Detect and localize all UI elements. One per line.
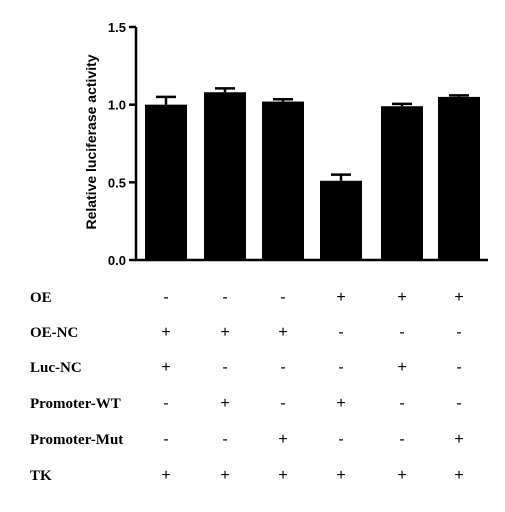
plus-mark: + [336, 395, 346, 412]
plus-mark: + [161, 324, 171, 341]
minus-mark: - [338, 324, 344, 341]
condition-label: TK [30, 468, 52, 484]
bar [320, 180, 362, 260]
condition-label: OE [30, 290, 52, 306]
plus-mark: + [278, 324, 288, 341]
y-tick-label: 1.5 [108, 20, 126, 35]
minus-mark: - [222, 289, 228, 306]
condition-row: OE-NC + + + - - - [0, 321, 505, 345]
minus-mark: - [222, 431, 228, 448]
y-tick-label: 0.5 [108, 175, 126, 190]
condition-label: Promoter-WT [30, 396, 121, 412]
minus-mark: - [280, 395, 286, 412]
plus-mark: + [278, 431, 288, 448]
bar [204, 92, 246, 261]
minus-mark: - [338, 359, 344, 376]
condition-label: OE-NC [30, 325, 79, 341]
bar [438, 96, 480, 261]
plus-mark: + [454, 467, 464, 484]
condition-label: Promoter-Mut [30, 432, 124, 448]
condition-table: OE - - - + + + OE-NC + + + - - - Luc-NC + - - - + - Promoter-… [0, 278, 505, 508]
plus-mark: + [454, 289, 464, 306]
condition-label: Luc-NC [30, 360, 82, 376]
plus-mark: + [220, 324, 230, 341]
condition-row: OE - - - + + + [0, 286, 505, 310]
minus-mark: - [456, 359, 462, 376]
condition-row: TK + + + + + + [0, 464, 505, 488]
bar [381, 106, 423, 260]
plus-mark: + [336, 467, 346, 484]
error-bars [156, 87, 469, 181]
minus-mark: - [280, 359, 286, 376]
y-tick-label: 1.0 [108, 98, 126, 113]
minus-mark: - [280, 289, 286, 306]
y-axis-label: Relative luciferase activity [83, 54, 99, 229]
plus-mark: + [397, 359, 407, 376]
bar [145, 104, 187, 261]
axes [134, 27, 488, 262]
condition-row: Luc-NC + - - - + - [0, 356, 505, 380]
minus-mark: - [163, 289, 169, 306]
plus-mark: + [220, 395, 230, 412]
plus-mark: + [397, 467, 407, 484]
minus-mark: - [338, 431, 344, 448]
plus-mark: + [336, 289, 346, 306]
minus-mark: - [399, 395, 405, 412]
bars [145, 92, 480, 261]
plus-mark: + [397, 289, 407, 306]
condition-row: Promoter-Mut - - + - - + [0, 428, 505, 452]
minus-mark: - [399, 324, 405, 341]
plus-mark: + [161, 359, 171, 376]
minus-mark: - [456, 395, 462, 412]
y-axis-ticks: 0.0 0.5 1.0 1.5 [108, 20, 136, 268]
plus-mark: + [161, 467, 171, 484]
y-tick-label: 0.0 [108, 253, 126, 268]
plus-mark: + [278, 467, 288, 484]
minus-mark: - [163, 395, 169, 412]
plus-mark: + [454, 431, 464, 448]
minus-mark: - [163, 431, 169, 448]
minus-mark: - [222, 359, 228, 376]
condition-row: Promoter-WT - + - + - - [0, 392, 505, 416]
bar [262, 101, 304, 260]
bar-chart: Relative luciferase activity 0.0 0.5 1.0 1.… [83, 20, 488, 268]
minus-mark: - [456, 324, 462, 341]
minus-mark: - [399, 431, 405, 448]
plus-mark: + [220, 467, 230, 484]
